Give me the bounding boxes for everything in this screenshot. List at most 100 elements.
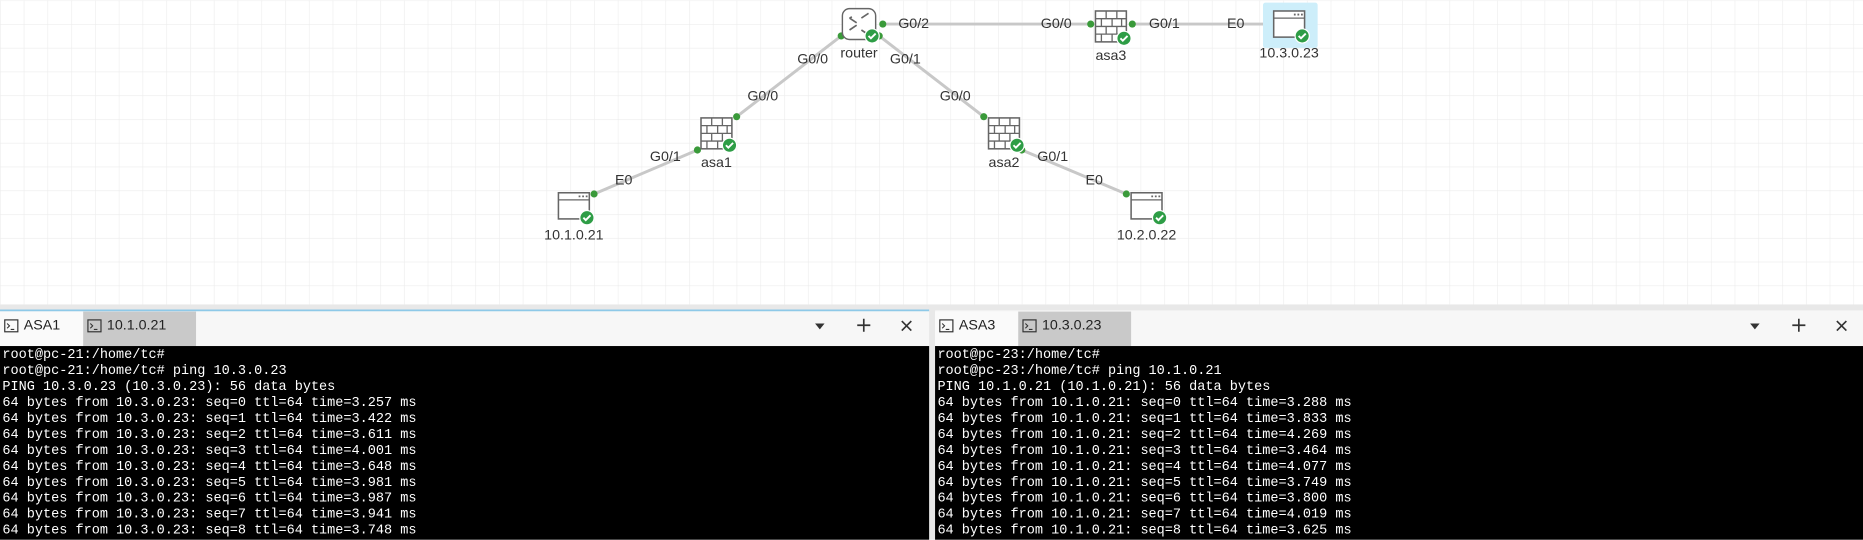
port-dot xyxy=(590,190,598,198)
terminal-line: 64 bytes from 10.1.0.21: seq=8 ttl=64 ti… xyxy=(937,524,1351,539)
port-dot xyxy=(733,113,741,121)
add-tab[interactable] xyxy=(857,318,871,332)
port-dot xyxy=(1087,20,1095,28)
bricks xyxy=(701,117,732,149)
terminal-line: 64 bytes from 10.3.0.23: seq=1 ttl=64 ti… xyxy=(2,412,416,427)
terminal-line: 64 bytes from 10.3.0.23: seq=3 ttl=64 ti… xyxy=(2,444,416,459)
tab-label: 10.3.0.23 xyxy=(1042,318,1102,334)
bricks xyxy=(1095,10,1127,42)
terminal-line: 64 bytes from 10.3.0.23: seq=5 ttl=64 ti… xyxy=(2,476,416,491)
tab-label: 10.1.0.21 xyxy=(107,318,167,334)
port-dot xyxy=(693,146,702,154)
interface-label: G0/1 xyxy=(1149,16,1180,32)
check xyxy=(1119,35,1129,43)
terminal-line: 64 bytes from 10.1.0.21: seq=3 ttl=64 ti… xyxy=(937,444,1351,459)
tab-bg xyxy=(83,311,197,347)
terminal-line: 64 bytes from 10.1.0.21: seq=7 ttl=64 ti… xyxy=(937,508,1351,523)
terminal-line: PING 10.1.0.21 (10.1.0.21): 56 data byte… xyxy=(937,380,1270,395)
term-icon xyxy=(87,319,102,333)
port-dot xyxy=(879,20,887,28)
port-dot xyxy=(980,113,988,121)
link xyxy=(593,148,699,196)
node-label: 10.3.0.23 xyxy=(1259,46,1319,62)
tab-bg xyxy=(935,311,1019,347)
terminal-line: root@pc-21:/home/tc# ping 10.3.0.23 xyxy=(2,364,286,379)
interface-label: G0/0 xyxy=(797,51,828,67)
node-label: asa1 xyxy=(701,155,732,171)
terminal xyxy=(0,346,930,540)
tab-label: ASA1 xyxy=(24,318,61,334)
terminal-line: 64 bytes from 10.1.0.21: seq=4 ttl=64 ti… xyxy=(937,460,1351,475)
tab[interactable]: ASA1 xyxy=(0,311,84,347)
terminal-line: 64 bytes from 10.3.0.23: seq=0 ttl=64 ti… xyxy=(2,396,416,411)
node-fw[interactable] xyxy=(987,117,1025,153)
interface-label: G0/1 xyxy=(890,51,921,67)
close[interactable] xyxy=(1836,320,1847,332)
term-icon xyxy=(4,319,19,333)
interface-label: G0/1 xyxy=(1037,149,1068,165)
terminal-line: root@pc-23:/home/tc# ping 10.1.0.21 xyxy=(937,364,1221,379)
node-label: 10.2.0.22 xyxy=(1117,227,1177,243)
interface-label: G0/1 xyxy=(650,149,681,165)
terminal-line: root@pc-21:/home/tc# xyxy=(2,348,164,363)
node-host[interactable] xyxy=(557,191,595,226)
tab[interactable]: 10.3.0.23 xyxy=(1018,311,1132,347)
node-label: router xyxy=(840,46,877,62)
check xyxy=(1297,32,1307,40)
host-icon xyxy=(1272,10,1306,38)
interface-label: E0 xyxy=(615,173,633,189)
check xyxy=(1012,142,1022,149)
prompt-glyph xyxy=(1024,323,1033,330)
node-host[interactable] xyxy=(1262,2,1318,48)
terminal xyxy=(935,346,1863,540)
interface-label: G0/2 xyxy=(898,16,929,32)
interface-label: E0 xyxy=(1227,16,1245,32)
router-arrows xyxy=(849,12,869,36)
node-label: 10.1.0.21 xyxy=(544,227,604,243)
link xyxy=(1021,148,1127,196)
terminal-line: PING 10.3.0.23 (10.3.0.23): 56 data byte… xyxy=(2,380,335,395)
host-icon xyxy=(1130,191,1163,220)
node-label: asa2 xyxy=(989,155,1020,171)
port-dot xyxy=(1128,20,1136,28)
check xyxy=(725,142,734,149)
link xyxy=(878,34,985,118)
node-router[interactable] xyxy=(841,7,880,44)
prompt-glyph xyxy=(941,323,950,330)
tab-bg xyxy=(1018,311,1132,347)
terminal-line: 64 bytes from 10.3.0.23: seq=7 ttl=64 ti… xyxy=(2,508,416,523)
dropdown[interactable] xyxy=(1750,323,1760,330)
node-fw[interactable] xyxy=(700,117,738,153)
canvas xyxy=(0,0,1863,305)
term-icon xyxy=(939,319,954,333)
interface-label: G0/0 xyxy=(940,88,971,104)
tab-label: ASA3 xyxy=(959,318,996,334)
close[interactable] xyxy=(901,320,912,332)
terminal-line: root@pc-23:/home/tc# xyxy=(937,348,1099,363)
terminal-line: 64 bytes from 10.3.0.23: seq=4 ttl=64 ti… xyxy=(2,460,416,475)
tab[interactable]: ASA3 xyxy=(935,311,1019,347)
add-tab[interactable] xyxy=(1792,318,1806,332)
interface-label: G0/0 xyxy=(747,88,778,104)
node-host[interactable] xyxy=(1130,191,1168,226)
terminal-line: 64 bytes from 10.1.0.21: seq=2 ttl=64 ti… xyxy=(937,428,1351,443)
check xyxy=(582,214,592,222)
prompt-glyph xyxy=(89,323,98,330)
tab-bg xyxy=(0,311,84,347)
terminal-line: 64 bytes from 10.3.0.23: seq=6 ttl=64 ti… xyxy=(2,492,416,507)
tab[interactable]: 10.1.0.21 xyxy=(83,311,197,347)
terminal-line: 64 bytes from 10.1.0.21: seq=6 ttl=64 ti… xyxy=(937,492,1351,507)
check xyxy=(867,32,877,40)
bricks xyxy=(988,117,1020,149)
term-icon xyxy=(1022,319,1037,333)
terminal-line: 64 bytes from 10.3.0.23: seq=2 ttl=64 ti… xyxy=(2,428,416,443)
node-fw[interactable] xyxy=(1094,10,1132,47)
terminal-line: 64 bytes from 10.1.0.21: seq=1 ttl=64 ti… xyxy=(937,412,1351,427)
port-dot xyxy=(1122,190,1130,198)
interface-label: E0 xyxy=(1086,173,1104,189)
node-label: asa3 xyxy=(1095,48,1126,64)
link xyxy=(735,34,843,118)
terminal-line: 64 bytes from 10.1.0.21: seq=0 ttl=64 ti… xyxy=(937,396,1351,411)
dropdown[interactable] xyxy=(815,323,825,330)
